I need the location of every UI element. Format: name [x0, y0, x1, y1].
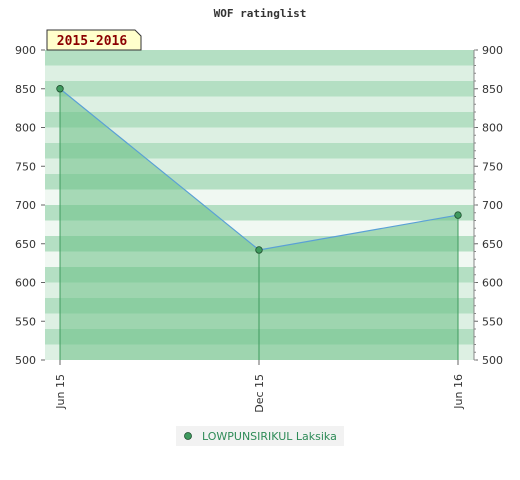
y-tick-label-right: 500	[482, 354, 503, 367]
background-band	[45, 65, 474, 81]
points-layer	[56, 85, 462, 254]
period-badge: 2015-2016	[46, 29, 142, 51]
y-tick-label-left: 900	[15, 44, 36, 57]
y-tick-label-right: 700	[482, 199, 503, 212]
y-tick-label-right: 900	[482, 44, 503, 57]
y-tick-label-left: 800	[15, 122, 36, 135]
axes-layer: 500 500 550 550 600 600 650 650 700 700 750 750 800 8…	[15, 44, 503, 413]
background-band	[45, 50, 474, 66]
x-tick-label: Jun 16	[452, 374, 465, 410]
legend-label: LOWPUNSIRIKUL Laksika	[202, 430, 337, 443]
y-tick-label-right: 750	[482, 160, 503, 173]
background-band	[45, 81, 474, 97]
background-band	[45, 96, 474, 112]
x-tick-label: Jun 15	[54, 374, 67, 410]
series-area	[60, 88, 458, 360]
y-tick-label-left: 550	[15, 315, 36, 328]
y-tick-label-right: 800	[482, 122, 503, 135]
y-tick-label-left: 500	[15, 354, 36, 367]
y-tick-label-left: 600	[15, 277, 36, 290]
data-point	[56, 85, 64, 93]
legend-marker	[184, 432, 192, 440]
y-tick-label-right: 550	[482, 315, 503, 328]
y-tick-label-left: 700	[15, 199, 36, 212]
data-point	[454, 211, 462, 219]
y-tick-label-left: 750	[15, 160, 36, 173]
data-point	[255, 246, 263, 254]
y-tick-label-left: 650	[15, 238, 36, 251]
chart-title: WOF ratinglist	[214, 7, 307, 20]
legend: LOWPUNSIRIKUL Laksika	[176, 426, 344, 446]
y-tick-label-right: 650	[482, 238, 503, 251]
period-label: 2015-2016	[57, 34, 128, 49]
background-band	[45, 112, 474, 128]
background-band	[45, 143, 474, 159]
x-tick-label: Dec 15	[253, 374, 266, 413]
y-tick-label-right: 850	[482, 83, 503, 96]
y-tick-label-right: 600	[482, 277, 503, 290]
background-band	[45, 127, 474, 143]
y-tick-label-left: 850	[15, 83, 36, 96]
